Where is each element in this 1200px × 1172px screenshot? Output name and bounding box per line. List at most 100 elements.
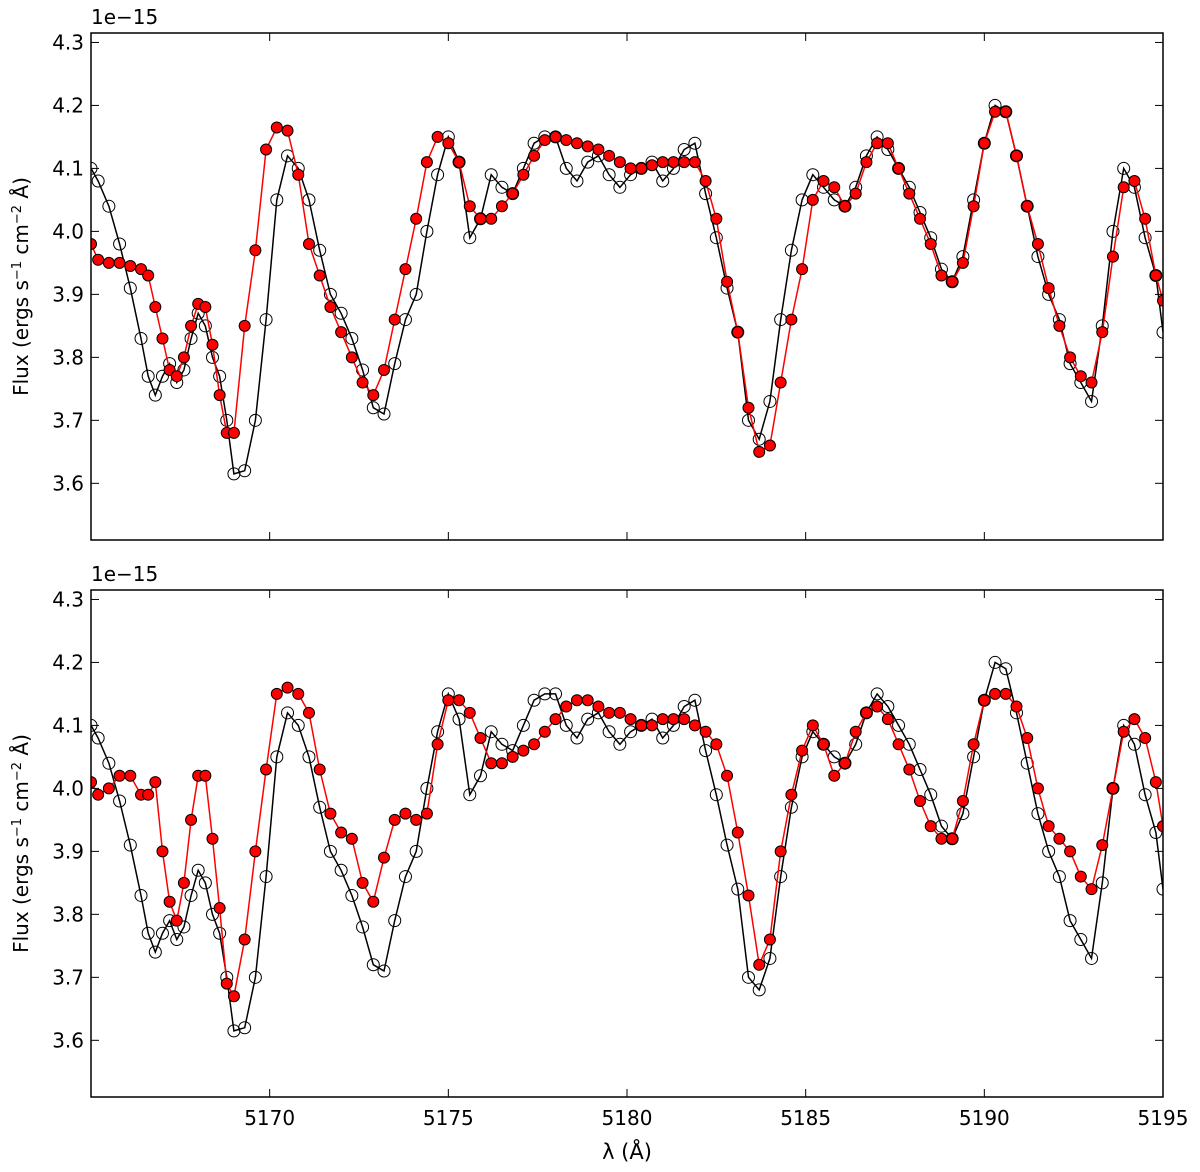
data-point (142, 788, 155, 801)
data-point (155, 369, 169, 383)
data-point (506, 187, 519, 200)
data-point (323, 287, 337, 301)
data-point (570, 174, 584, 188)
y-tick-label: 4.0 (52, 219, 84, 243)
y-axis-label: Flux (ergs s−1 cm−2 Å) (9, 177, 33, 396)
data-point (946, 832, 959, 845)
data-point (206, 338, 219, 351)
data-point (1106, 250, 1119, 263)
data-point (656, 731, 670, 745)
black-series (91, 655, 1163, 1038)
data-point (367, 895, 380, 908)
data-point (366, 401, 380, 415)
data-point (1021, 732, 1034, 745)
data-point (699, 187, 713, 201)
data-point (1149, 825, 1163, 839)
data-point (1085, 394, 1099, 408)
data-point (1010, 149, 1023, 162)
data-point (903, 763, 916, 776)
data-point (935, 832, 948, 845)
data-point (292, 687, 305, 700)
data-point (177, 351, 190, 364)
data-point (731, 826, 744, 839)
data-point (420, 781, 434, 795)
data-point (1127, 737, 1141, 751)
data-point (709, 231, 723, 245)
data-point (367, 389, 380, 402)
data-point (753, 445, 766, 458)
data-point (656, 713, 669, 726)
data-point (763, 394, 777, 408)
data-point (495, 180, 509, 194)
data-point (177, 920, 191, 934)
data-point (849, 725, 862, 738)
data-point (205, 350, 219, 364)
red-series-line (91, 686, 1163, 999)
data-point (624, 713, 637, 726)
data-point (989, 105, 1002, 118)
data-point (238, 319, 251, 332)
data-point (527, 693, 541, 707)
data-point (506, 750, 519, 763)
data-point (1074, 933, 1088, 947)
data-point (635, 162, 648, 175)
data-point (102, 756, 116, 770)
data-point (881, 137, 894, 150)
data-point (742, 401, 755, 414)
data-point (1063, 914, 1077, 928)
y-tick-label: 3.6 (52, 471, 84, 495)
data-point (92, 788, 105, 801)
data-point (699, 744, 713, 758)
x-tick-label: 5195 (1138, 1106, 1189, 1130)
data-point (452, 712, 466, 726)
data-point (763, 951, 777, 965)
data-point (559, 718, 573, 732)
data-point (988, 655, 1002, 669)
data-point (1106, 782, 1119, 795)
plot-area (91, 98, 1163, 481)
data-point (549, 130, 562, 143)
data-point (763, 933, 776, 946)
data-point (313, 243, 327, 257)
data-point (442, 137, 455, 150)
data-point (495, 757, 508, 770)
data-point (113, 237, 127, 251)
data-point (410, 212, 423, 225)
data-point (378, 851, 391, 864)
data-point (817, 738, 830, 751)
data-point (91, 776, 97, 789)
data-point (91, 731, 105, 745)
data-point (191, 863, 205, 877)
data-point (613, 706, 626, 719)
data-point (260, 143, 273, 156)
x-tick-label: 5180 (602, 1106, 653, 1130)
data-point (806, 193, 819, 206)
data-point (124, 769, 137, 782)
data-point (113, 769, 126, 782)
data-point (91, 237, 97, 250)
data-point (142, 269, 155, 282)
data-point (420, 807, 433, 820)
data-point (828, 769, 841, 782)
data-point (366, 958, 380, 972)
data-point (334, 306, 348, 320)
data-point (378, 363, 391, 376)
data-point (646, 159, 659, 172)
data-point (270, 121, 283, 134)
data-point (463, 231, 477, 245)
data-point (892, 738, 905, 751)
y-tick-label: 4.3 (52, 587, 84, 611)
data-point (849, 737, 863, 751)
data-point (603, 706, 616, 719)
data-point (198, 319, 212, 333)
data-point (656, 174, 670, 188)
data-point (184, 888, 198, 902)
y-tick-label: 3.6 (52, 1028, 84, 1052)
data-point (731, 882, 745, 896)
data-point (199, 300, 212, 313)
plot-area (91, 655, 1163, 1038)
data-point (163, 895, 176, 908)
data-point (1064, 845, 1077, 858)
black-series (91, 98, 1163, 481)
